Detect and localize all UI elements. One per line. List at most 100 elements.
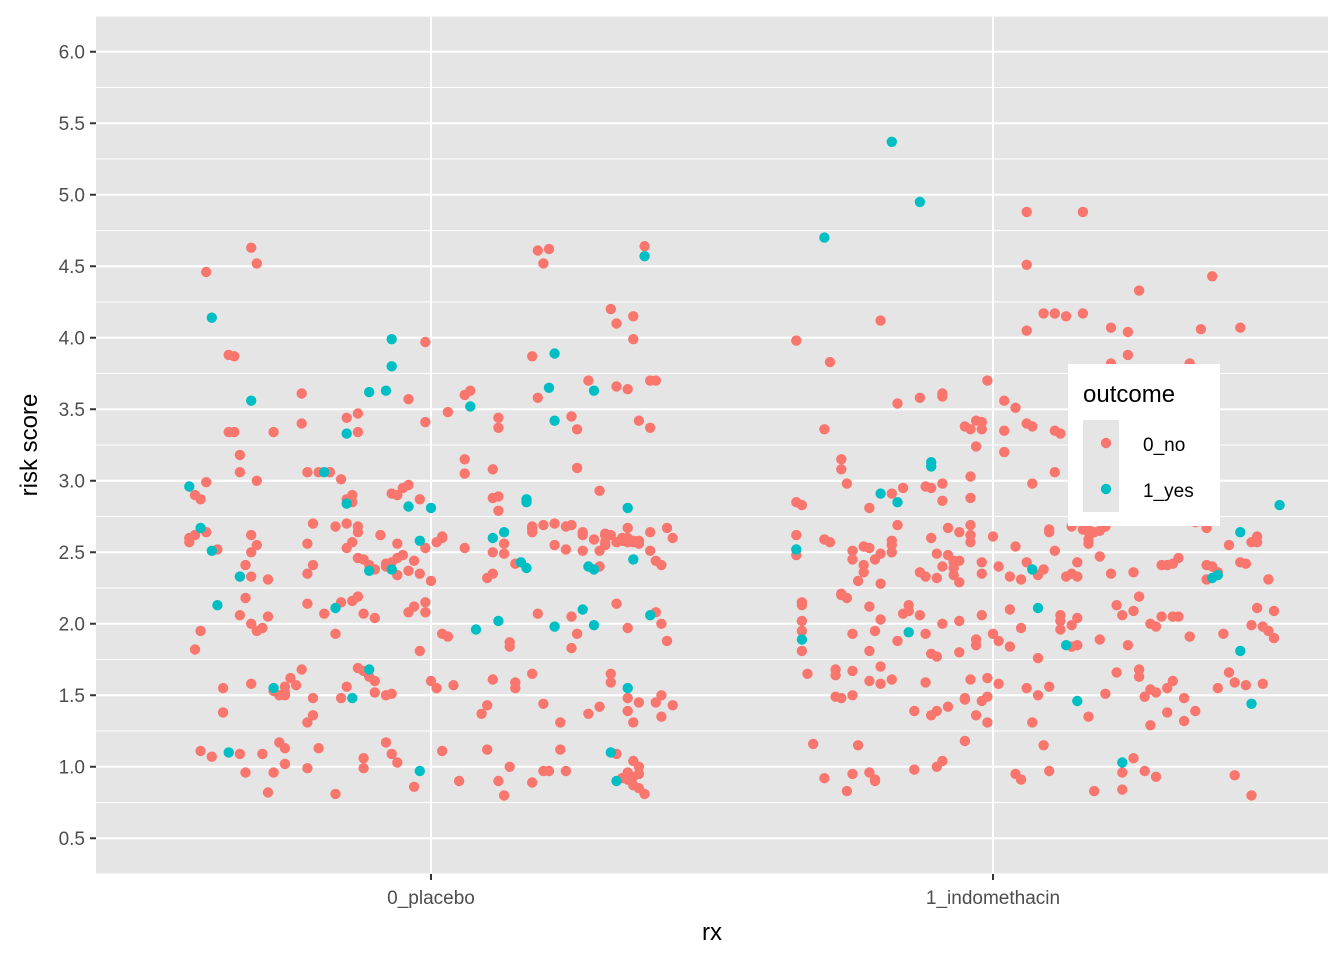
data-point-0-no xyxy=(487,464,498,475)
data-point-0-no xyxy=(543,243,555,255)
data-point-0-no xyxy=(897,482,909,494)
data-point-0-no xyxy=(369,687,380,698)
data-point-0-no xyxy=(1010,402,1021,413)
data-point-0-no xyxy=(403,565,414,576)
data-point-0-no xyxy=(959,692,971,704)
data-point-0-no xyxy=(987,628,999,639)
data-point-1-yes xyxy=(639,251,650,262)
data-point-0-no xyxy=(611,381,622,392)
data-point-1-yes xyxy=(1212,569,1224,581)
data-point-0-no xyxy=(510,682,521,694)
data-point-0-no xyxy=(290,680,302,691)
data-point-0-no xyxy=(1150,771,1162,782)
data-point-0-no xyxy=(527,777,538,788)
data-point-0-no xyxy=(465,385,476,396)
data-point-0-no xyxy=(1133,285,1145,296)
data-point-0-no xyxy=(847,545,858,556)
data-point-0-no xyxy=(498,538,510,549)
data-point-0-no xyxy=(420,416,431,428)
data-point-0-no xyxy=(487,568,498,579)
data-point-0-no xyxy=(999,446,1010,458)
data-point-0-no xyxy=(628,717,639,728)
data-point-0-no xyxy=(240,592,251,604)
data-point-1-yes xyxy=(622,682,633,694)
y-axis-title: risk score xyxy=(16,394,43,497)
data-point-0-no xyxy=(251,539,262,551)
data-point-0-no xyxy=(420,597,431,608)
data-point-0-no xyxy=(808,738,819,750)
legend-swatch-0-no xyxy=(1100,437,1112,449)
data-point-0-no xyxy=(1162,682,1173,694)
data-point-0-no xyxy=(965,424,976,435)
data-point-0-no xyxy=(1235,322,1246,333)
data-point-0-no xyxy=(1049,545,1061,556)
data-point-0-no xyxy=(852,575,864,587)
data-point-0-no xyxy=(819,773,830,784)
data-point-0-no xyxy=(1117,767,1128,778)
data-point-0-no xyxy=(875,614,886,625)
data-point-0-no xyxy=(1240,680,1252,691)
data-point-0-no xyxy=(487,547,498,558)
data-point-0-no xyxy=(656,690,667,701)
data-point-0-no xyxy=(189,489,201,501)
data-point-0-no xyxy=(358,608,369,619)
data-point-0-no xyxy=(1072,640,1083,651)
data-point-0-no xyxy=(1066,620,1077,631)
data-point-1-yes xyxy=(1117,757,1128,768)
data-point-1-yes xyxy=(470,624,482,635)
data-point-0-no xyxy=(392,757,403,768)
data-point-0-no xyxy=(954,647,965,658)
data-point-0-no xyxy=(869,774,881,785)
data-point-0-no xyxy=(352,408,364,419)
data-point-0-no xyxy=(566,611,577,622)
data-point-0-no xyxy=(571,424,583,435)
data-point-0-no xyxy=(414,494,425,505)
data-point-0-no xyxy=(246,529,257,541)
data-point-0-no xyxy=(549,518,560,529)
data-point-0-no xyxy=(965,519,976,531)
legend-label-1-yes: 1_yes xyxy=(1143,481,1194,502)
data-point-0-no xyxy=(431,682,442,694)
data-point-0-no xyxy=(1122,349,1134,361)
data-point-0-no xyxy=(1021,206,1032,218)
data-points xyxy=(184,136,1285,801)
data-point-0-no xyxy=(1083,711,1094,722)
data-point-0-no xyxy=(493,422,504,433)
data-point-0-no xyxy=(796,615,808,627)
data-point-0-no xyxy=(392,538,403,549)
data-point-0-no xyxy=(1128,605,1139,617)
data-point-0-no xyxy=(341,412,352,423)
data-point-0-no xyxy=(1010,541,1021,552)
data-point-0-no xyxy=(965,537,976,548)
data-point-0-no xyxy=(217,707,229,718)
data-point-1-yes xyxy=(903,627,914,638)
data-point-0-no xyxy=(594,485,605,496)
data-point-0-no xyxy=(633,415,645,426)
data-point-0-no xyxy=(1044,765,1055,777)
data-point-1-yes xyxy=(212,600,223,611)
legend-title: outcome xyxy=(1083,381,1175,408)
data-point-1-yes xyxy=(234,571,246,582)
y-tick-label: 5.5 xyxy=(59,114,85,135)
data-point-1-yes xyxy=(622,502,633,514)
data-point-0-no xyxy=(307,559,319,571)
data-point-1-yes xyxy=(819,232,830,243)
data-point-0-no xyxy=(234,748,246,760)
data-point-1-yes xyxy=(1072,695,1083,707)
data-point-0-no xyxy=(909,705,920,717)
data-point-0-no xyxy=(560,765,572,777)
data-point-0-no xyxy=(246,571,257,582)
data-point-0-no xyxy=(493,505,504,516)
data-point-0-no xyxy=(588,534,600,545)
data-point-1-yes xyxy=(1235,645,1246,657)
data-point-0-no xyxy=(875,661,886,672)
data-point-0-no xyxy=(1094,551,1106,562)
data-point-0-no xyxy=(1027,717,1038,728)
data-point-1-yes xyxy=(319,467,330,478)
data-point-0-no xyxy=(622,705,633,717)
data-point-0-no xyxy=(903,600,914,611)
data-point-1-yes xyxy=(791,544,802,555)
data-point-1-yes xyxy=(926,457,937,468)
data-point-0-no xyxy=(1117,784,1128,795)
data-point-0-no xyxy=(836,454,847,465)
